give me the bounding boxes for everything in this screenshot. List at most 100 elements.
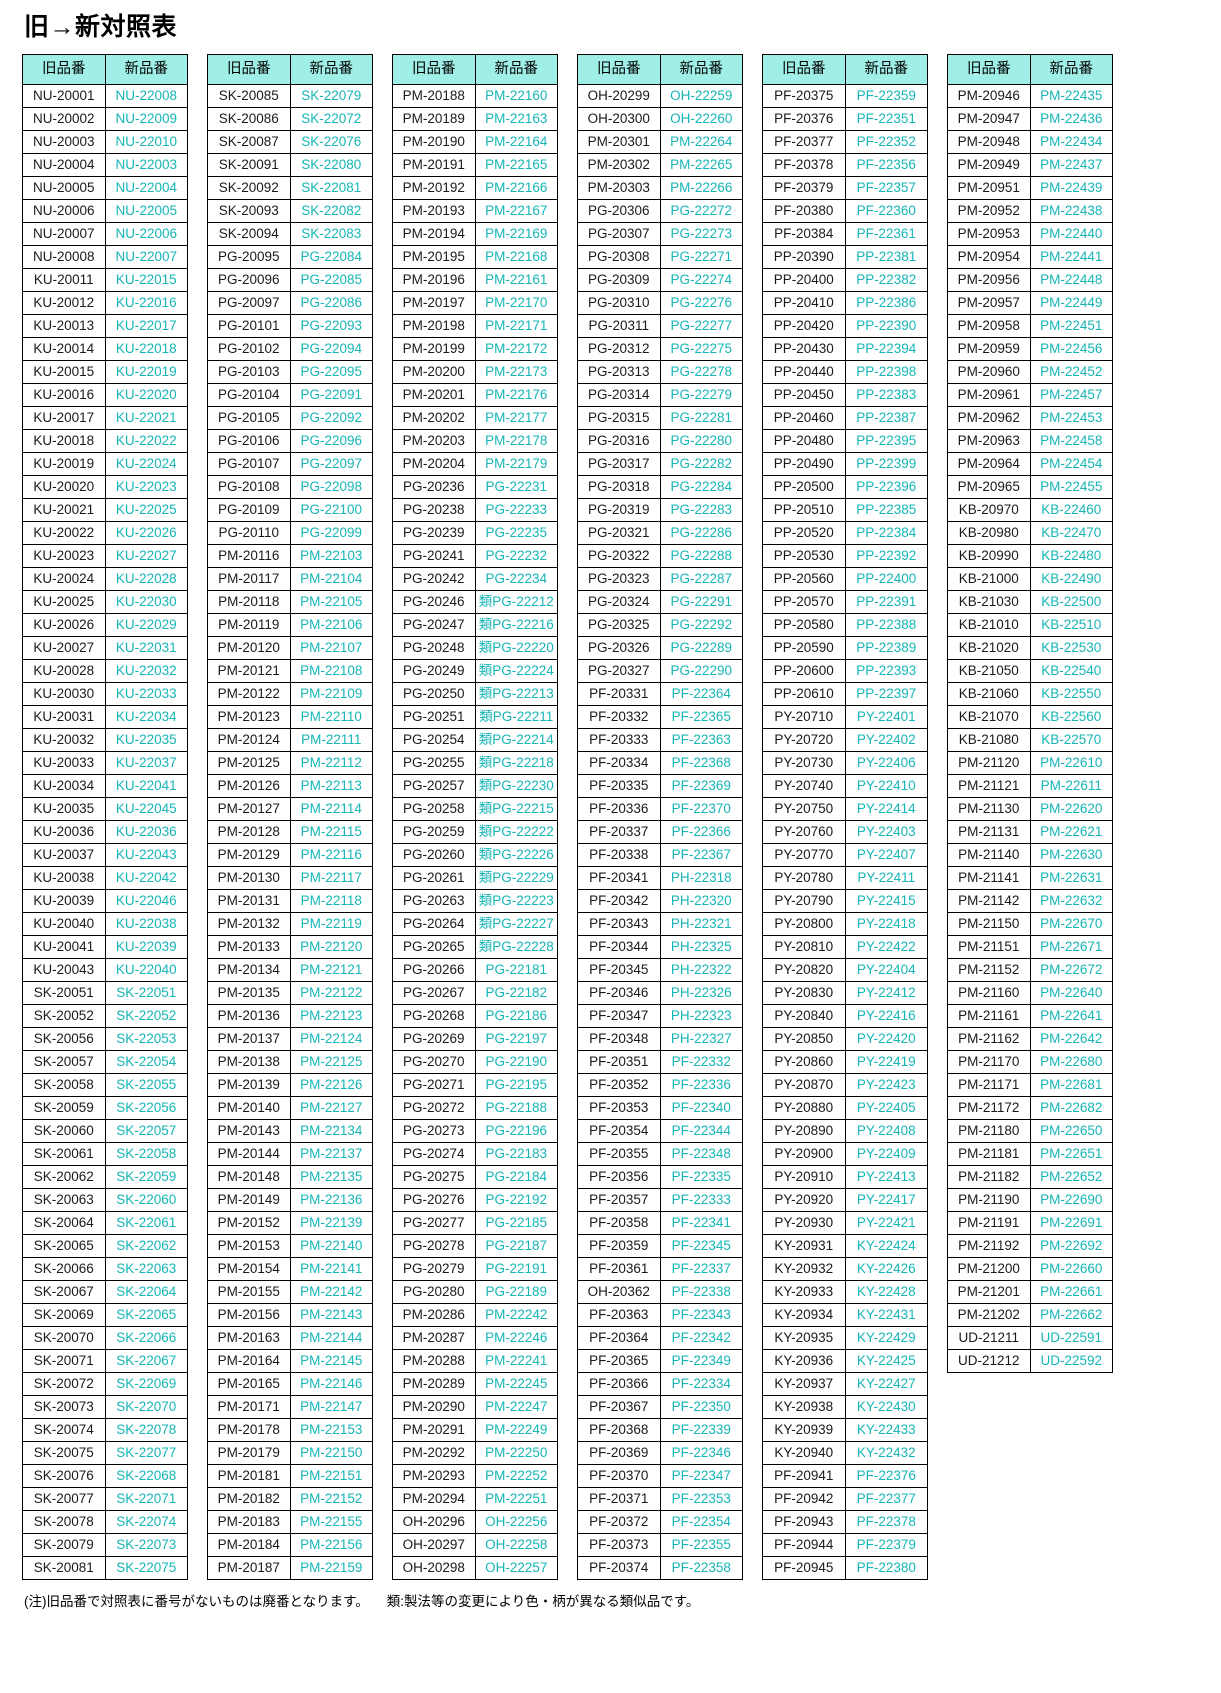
table-row: PM-20194 PM-22169 [392,221,558,246]
table-row: PM-20149 PM-22136 [207,1187,373,1212]
old-part-number: NU-20003 [22,129,106,154]
new-part-number: PM-22144 [289,1325,373,1350]
new-part-number: PM-22134 [289,1118,373,1143]
new-part-number: PF-22334 [659,1371,743,1396]
new-part-number: KU-22024 [104,451,188,476]
new-part-number: KU-22031 [104,635,188,660]
new-part-number: PM-22453 [1029,405,1113,430]
new-part-number: NU-22003 [104,152,188,177]
new-part-number: 類PG-22222 [474,819,558,844]
table-row: NU-20001 NU-22008 [22,83,188,108]
new-part-number: PG-22277 [659,313,743,338]
new-part-number: PP-22383 [844,382,928,407]
new-part-number: PF-22360 [844,198,928,223]
new-part-number: SK-22053 [104,1026,188,1051]
new-part-number: SK-22070 [104,1394,188,1419]
table-row: PG-20273 PG-22196 [392,1118,558,1143]
table-row: NU-20005 NU-22004 [22,175,188,200]
table-row: PM-20148 PM-22135 [207,1164,373,1189]
table-row: PP-20440 PP-22398 [762,359,928,384]
new-part-number: SK-22083 [289,221,373,246]
old-part-number: PG-20268 [392,1003,476,1028]
new-part-number: PF-22344 [659,1118,743,1143]
new-part-number: PM-22155 [289,1509,373,1534]
table-row: PP-20590 PP-22389 [762,635,928,660]
old-part-number: PG-20312 [577,336,661,361]
table-row: PF-20333 PF-22363 [577,727,743,752]
old-part-number: PY-20720 [762,727,846,752]
old-part-number: PF-20337 [577,819,661,844]
old-part-number: PY-20930 [762,1210,846,1235]
table-row: PM-20128 PM-22115 [207,819,373,844]
old-part-number: PM-20947 [947,106,1031,131]
table-row: PM-20957 PM-22449 [947,290,1113,315]
table-row: PM-20123 PM-22110 [207,704,373,729]
old-part-number: NU-20008 [22,244,106,269]
new-part-number: KU-22023 [104,474,188,499]
old-part-number: PG-20275 [392,1164,476,1189]
old-part-number: PG-20306 [577,198,661,223]
new-part-number: PF-22359 [844,83,928,108]
new-part-number: SK-22067 [104,1348,188,1373]
table-row: PM-21142 PM-22632 [947,888,1113,913]
new-part-number: PY-22421 [844,1210,928,1235]
old-part-number: PY-20900 [762,1141,846,1166]
new-part-number: SK-22052 [104,1003,188,1028]
new-part-number: KU-22036 [104,819,188,844]
table-row: SK-20064 SK-22061 [22,1210,188,1235]
new-part-number: OH-22258 [474,1532,558,1557]
table-row: PP-20410 PP-22386 [762,290,928,315]
table-row: KU-20031 KU-22034 [22,704,188,729]
new-part-number: PH-22325 [659,934,743,959]
old-part-number: PM-20183 [207,1509,291,1534]
new-part-number: KY-22425 [844,1348,928,1373]
new-part-number: PY-22411 [844,865,928,890]
old-part-number: PF-20356 [577,1164,661,1189]
table-row: SK-20073 SK-22070 [22,1394,188,1419]
new-part-number: 類PG-22213 [474,681,558,706]
old-part-number: PG-20318 [577,474,661,499]
table-row: PF-20337 PF-22366 [577,819,743,844]
old-part-number: PM-20117 [207,566,291,591]
old-part-number: KU-20014 [22,336,106,361]
old-part-number: PG-20277 [392,1210,476,1235]
new-part-number: PF-22350 [659,1394,743,1419]
old-part-number: PM-20127 [207,796,291,821]
old-part-number: PM-21160 [947,980,1031,1005]
new-part-number: PM-22436 [1029,106,1113,131]
new-part-number: PP-22399 [844,451,928,476]
new-part-number: KU-22032 [104,658,188,683]
old-part-number: PF-20366 [577,1371,661,1396]
table-row: PF-20943 PF-22378 [762,1509,928,1534]
old-part-number: KB-20980 [947,520,1031,545]
old-part-number: PY-20760 [762,819,846,844]
old-part-number: SK-20069 [22,1302,106,1327]
table-row: PF-20369 PF-22346 [577,1440,743,1465]
old-part-number: PG-20280 [392,1279,476,1304]
old-part-number: PM-20303 [577,175,661,200]
old-part-number: PY-20790 [762,888,846,913]
old-part-number: SK-20087 [207,129,291,154]
table-row: PM-20956 PM-22448 [947,267,1113,292]
table-row: PG-20248 類PG-22220 [392,635,558,660]
new-part-number: PF-22346 [659,1440,743,1465]
old-part-number: PM-20155 [207,1279,291,1304]
table-row: PM-20171 PM-22147 [207,1394,373,1419]
new-part-number: PM-22671 [1029,934,1113,959]
table-row: KU-20035 KU-22045 [22,796,188,821]
old-part-number: PM-20194 [392,221,476,246]
new-part-number: KY-22424 [844,1233,928,1258]
old-part-number: PM-20124 [207,727,291,752]
new-part-number: PH-22327 [659,1026,743,1051]
new-part-number: 類PG-22228 [474,934,558,959]
old-part-number: PM-20123 [207,704,291,729]
table-row: PM-20178 PM-22153 [207,1417,373,1442]
old-part-number: PM-20133 [207,934,291,959]
new-part-number: KY-22432 [844,1440,928,1465]
old-part-number: PM-20119 [207,612,291,637]
table-row: PF-20357 PF-22333 [577,1187,743,1212]
old-part-number: PP-20480 [762,428,846,453]
old-part-number: PG-20323 [577,566,661,591]
old-part-number: PM-20201 [392,382,476,407]
new-part-number: KU-22020 [104,382,188,407]
